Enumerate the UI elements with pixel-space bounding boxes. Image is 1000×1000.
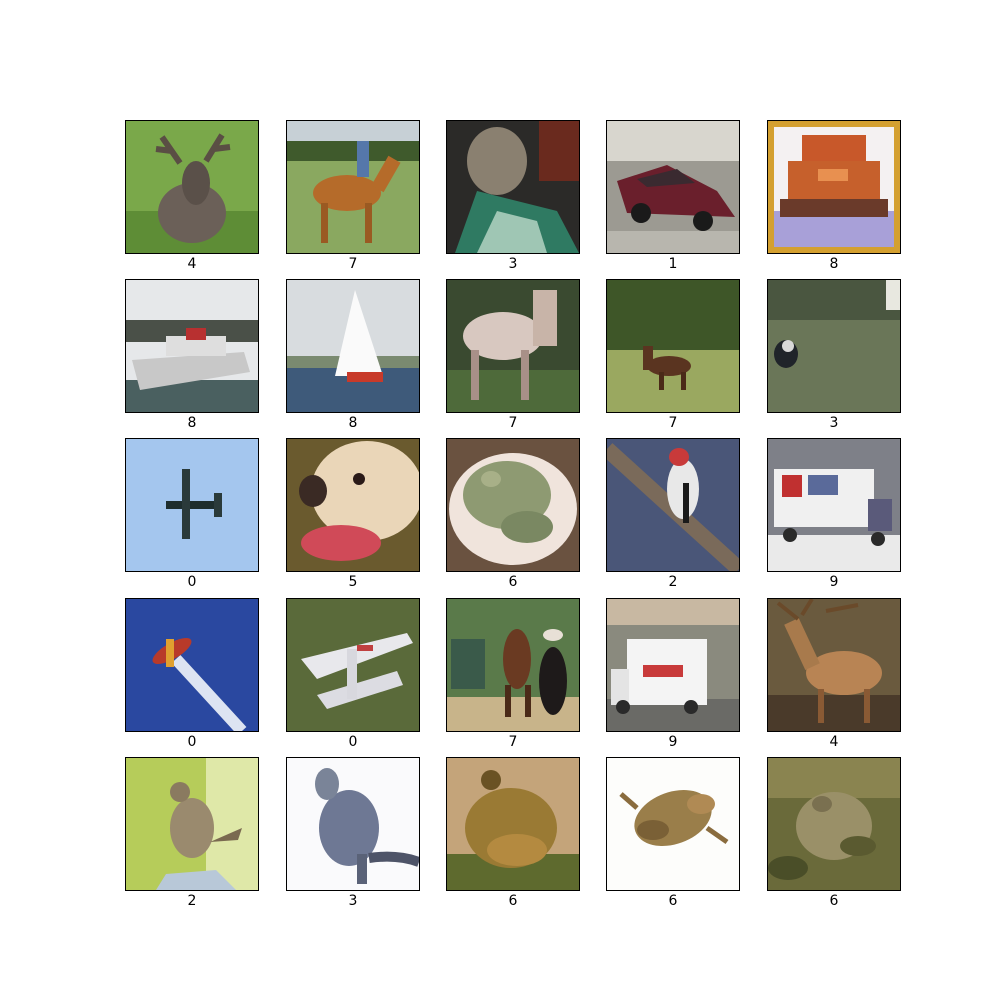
cell-label: 9	[668, 734, 678, 750]
bird-photo	[125, 757, 259, 891]
horse-photo	[446, 279, 580, 413]
grid-cell: 3	[767, 279, 901, 431]
grid-cell: 7	[446, 279, 580, 431]
cell-label: 7	[508, 734, 518, 750]
horse-photo	[286, 120, 420, 254]
cat-photo	[286, 757, 420, 891]
grid-cell: 0	[125, 598, 259, 750]
grid-cell: 6	[446, 438, 580, 590]
horse-photo	[606, 279, 740, 413]
cell-label: 2	[668, 574, 678, 590]
grid-cell: 7	[446, 598, 580, 750]
truck-photo	[606, 598, 740, 732]
grid-cell: 6	[446, 757, 580, 909]
dog-photo	[286, 438, 420, 572]
airplane-photo	[125, 598, 259, 732]
grid-cell: 8	[767, 120, 901, 272]
cell-label: 0	[187, 734, 197, 750]
grid-cell: 2	[606, 438, 740, 590]
grid-cell: 8	[286, 279, 420, 431]
cat-photo	[446, 120, 580, 254]
bird-photo	[606, 438, 740, 572]
grid-cell: 1	[606, 120, 740, 272]
frog-photo	[446, 757, 580, 891]
horse-photo	[446, 598, 580, 732]
cell-label: 8	[348, 415, 358, 431]
cell-label: 9	[829, 574, 839, 590]
cell-label: 0	[187, 574, 197, 590]
ship-photo	[125, 279, 259, 413]
car-photo	[606, 120, 740, 254]
grid-cell: 8	[125, 279, 259, 431]
grid-cell: 2	[125, 757, 259, 909]
grid-cell: 3	[286, 757, 420, 909]
deer-photo	[767, 598, 901, 732]
cell-label: 8	[187, 415, 197, 431]
airplane-photo	[286, 598, 420, 732]
cell-label: 4	[187, 256, 197, 272]
cell-label: 7	[348, 256, 358, 272]
ship-photo	[767, 120, 901, 254]
cat-photo	[767, 279, 901, 413]
grid-cell: 4	[125, 120, 259, 272]
grid-cell: 0	[125, 438, 259, 590]
truck-photo	[767, 438, 901, 572]
cell-label: 1	[668, 256, 678, 272]
cell-label: 6	[508, 574, 518, 590]
cell-label: 0	[348, 734, 358, 750]
cell-label: 8	[829, 256, 839, 272]
cell-label: 7	[668, 415, 678, 431]
cell-label: 4	[829, 734, 839, 750]
grid-cell: 5	[286, 438, 420, 590]
grid-cell: 6	[767, 757, 901, 909]
cell-label: 3	[348, 893, 358, 909]
cell-label: 3	[508, 256, 518, 272]
grid-cell: 3	[446, 120, 580, 272]
cell-label: 5	[348, 574, 358, 590]
cell-label: 3	[829, 415, 839, 431]
frog-photo	[446, 438, 580, 572]
grid-cell: 0	[286, 598, 420, 750]
grid-cell: 9	[767, 438, 901, 590]
deer-photo	[125, 120, 259, 254]
airplane-photo	[125, 438, 259, 572]
cell-label: 2	[187, 893, 197, 909]
grid-cell: 7	[286, 120, 420, 272]
ship-photo	[286, 279, 420, 413]
grid-cell: 4	[767, 598, 901, 750]
grid-cell: 6	[606, 757, 740, 909]
cell-label: 6	[668, 893, 678, 909]
grid-cell: 9	[606, 598, 740, 750]
cell-label: 7	[508, 415, 518, 431]
frog-photo	[767, 757, 901, 891]
cell-label: 6	[829, 893, 839, 909]
grid-cell: 7	[606, 279, 740, 431]
cell-label: 6	[508, 893, 518, 909]
frog-photo	[606, 757, 740, 891]
